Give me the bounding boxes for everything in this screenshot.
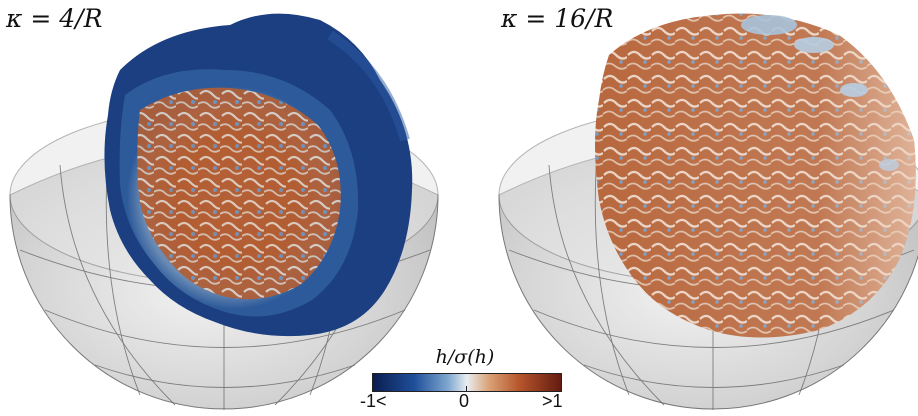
colorbar-tick-min: -1< [360, 391, 387, 411]
panel-kappa-4: κ = 4/R [6, 4, 439, 410]
panel-label-right: κ = 16/R [501, 4, 614, 33]
hemisphere-render-right [498, 13, 918, 410]
colorbar-gradient [372, 373, 562, 392]
colorbar: h/σ(h) -1< 0 >1 [350, 346, 580, 416]
colorbar-tick-max: >1 [542, 391, 563, 411]
colorbar-title: h/σ(h) [435, 346, 495, 368]
colorbar-zero-tick [466, 386, 467, 391]
panel-label-left: κ = 4/R [6, 4, 103, 33]
colorbar-tick-mid: 0 [459, 391, 470, 411]
panel-kappa-16: κ = 16/R [459, 0, 918, 416]
hemisphere-render-left [9, 13, 439, 410]
